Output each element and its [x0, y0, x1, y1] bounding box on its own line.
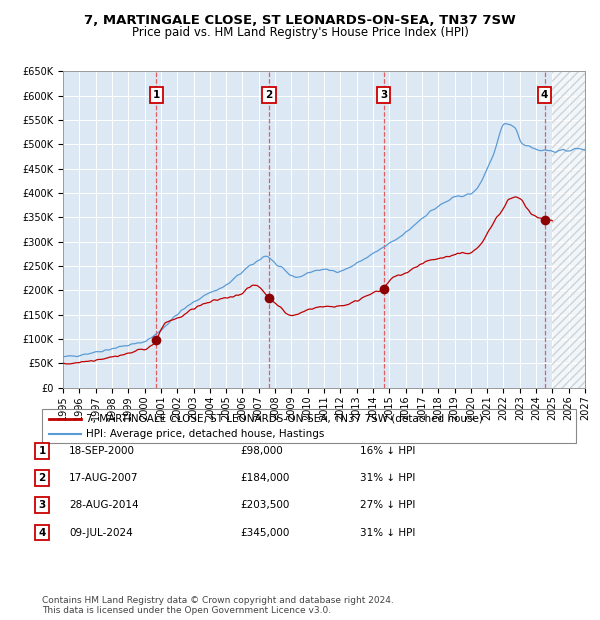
- Text: 3: 3: [38, 500, 46, 510]
- Text: 17-AUG-2007: 17-AUG-2007: [69, 473, 139, 483]
- Text: 16% ↓ HPI: 16% ↓ HPI: [360, 446, 415, 456]
- Text: 1: 1: [152, 90, 160, 100]
- Text: 31% ↓ HPI: 31% ↓ HPI: [360, 473, 415, 483]
- Text: 7, MARTINGALE CLOSE, ST LEONARDS-ON-SEA, TN37 7SW (detached house): 7, MARTINGALE CLOSE, ST LEONARDS-ON-SEA,…: [86, 414, 482, 423]
- Text: 27% ↓ HPI: 27% ↓ HPI: [360, 500, 415, 510]
- Text: 2: 2: [38, 473, 46, 483]
- Text: 2: 2: [265, 90, 272, 100]
- Text: 3: 3: [380, 90, 388, 100]
- Text: £345,000: £345,000: [240, 528, 289, 538]
- Text: Price paid vs. HM Land Registry's House Price Index (HPI): Price paid vs. HM Land Registry's House …: [131, 26, 469, 39]
- Text: 18-SEP-2000: 18-SEP-2000: [69, 446, 135, 456]
- Text: HPI: Average price, detached house, Hastings: HPI: Average price, detached house, Hast…: [86, 429, 324, 439]
- Text: £98,000: £98,000: [240, 446, 283, 456]
- Text: 09-JUL-2024: 09-JUL-2024: [69, 528, 133, 538]
- Text: Contains HM Land Registry data © Crown copyright and database right 2024.
This d: Contains HM Land Registry data © Crown c…: [42, 596, 394, 615]
- Text: 7, MARTINGALE CLOSE, ST LEONARDS-ON-SEA, TN37 7SW: 7, MARTINGALE CLOSE, ST LEONARDS-ON-SEA,…: [84, 14, 516, 27]
- Bar: [553, 71, 585, 388]
- Text: 31% ↓ HPI: 31% ↓ HPI: [360, 528, 415, 538]
- Text: 28-AUG-2014: 28-AUG-2014: [69, 500, 139, 510]
- Text: 1: 1: [38, 446, 46, 456]
- Text: 4: 4: [541, 90, 548, 100]
- Text: £184,000: £184,000: [240, 473, 289, 483]
- Text: 4: 4: [38, 528, 46, 538]
- Text: £203,500: £203,500: [240, 500, 289, 510]
